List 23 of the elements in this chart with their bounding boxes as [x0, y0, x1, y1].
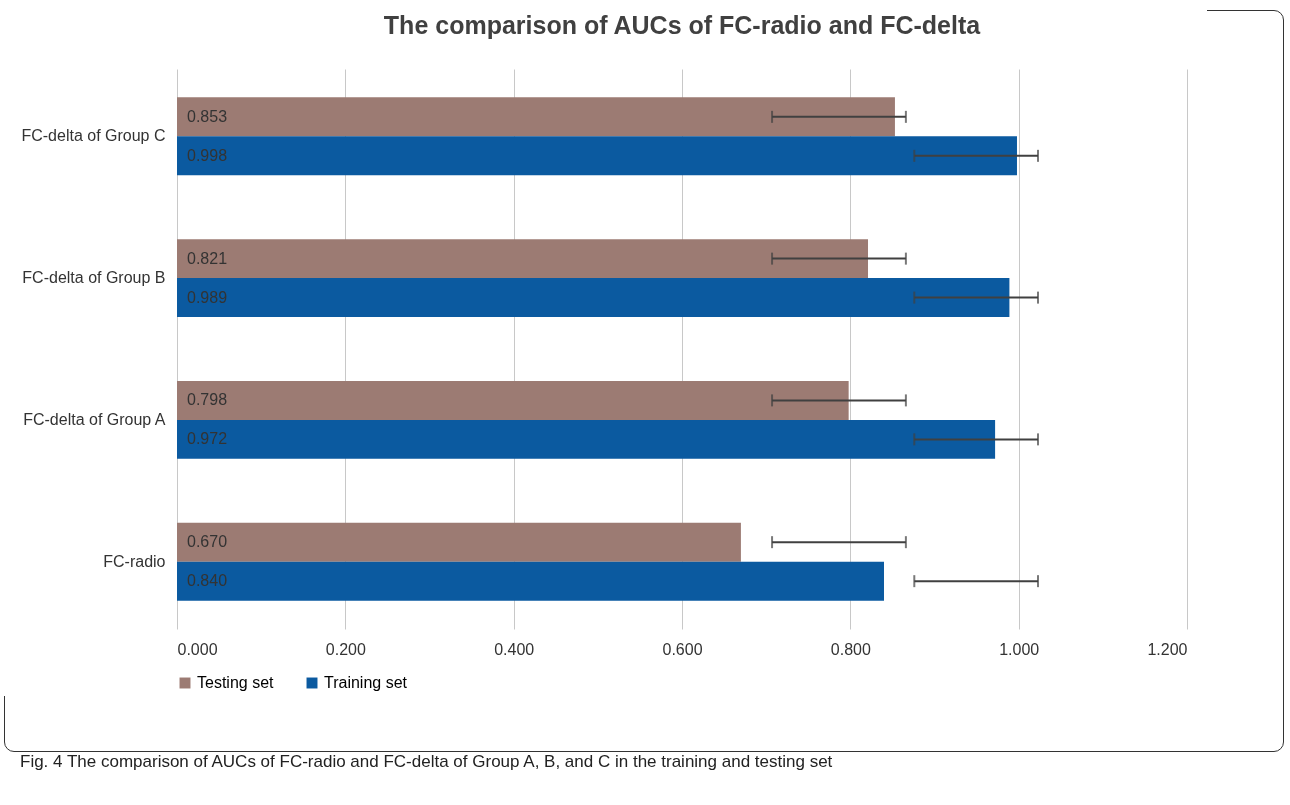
x-tick-label: 0.200	[325, 640, 366, 658]
y-tick-label: FC-radio	[103, 552, 166, 570]
data-label: 0.840	[187, 572, 228, 590]
x-tick-label: 0.800	[830, 640, 871, 658]
data-label: 0.670	[187, 533, 228, 551]
data-label: 0.821	[187, 249, 228, 267]
legend-label: Training set	[324, 674, 408, 691]
x-tick-label: 0.400	[494, 640, 535, 658]
data-label: 0.798	[187, 391, 228, 409]
y-tick-label: FC-delta of Group A	[23, 410, 166, 428]
data-label: 0.972	[187, 430, 228, 448]
data-label: 0.853	[187, 107, 228, 125]
chart-title: The comparison of AUCs of FC-radio and FC-delta	[383, 11, 982, 39]
data-label: 0.998	[187, 146, 228, 164]
legend-label: Testing set	[197, 674, 275, 691]
x-tick-label: 0.600	[662, 640, 703, 658]
x-tick-label: 0.000	[177, 640, 218, 658]
x-tick-label: 1.200	[1147, 640, 1188, 658]
caption: Fig. 4 The comparison of AUCs of FC-radio and FC-delta of Group A, B, and C in the training and testing set	[20, 752, 833, 772]
y-tick-label: FC-delta of Group C	[21, 127, 166, 145]
y-tick-label: FC-delta of Group B	[22, 269, 166, 287]
x-tick-label: 1.000	[999, 640, 1040, 658]
data-label: 0.989	[187, 288, 228, 306]
